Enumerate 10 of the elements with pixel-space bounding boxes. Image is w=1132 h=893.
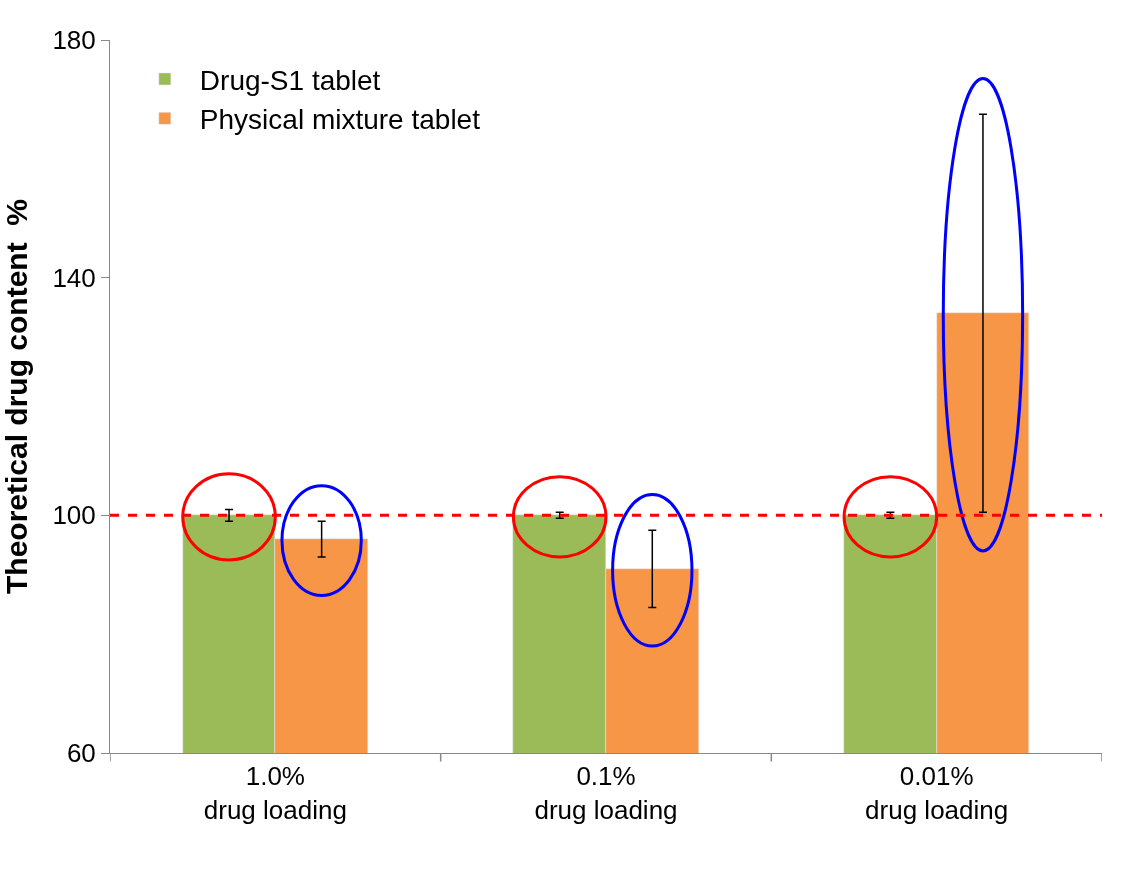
legend-label: Physical mixture tablet [199,104,481,136]
y-tick-label: 180 [52,25,96,56]
x-tick-label: 0.1% drug loading [534,761,678,825]
y-tick-label: 60 [66,738,96,769]
legend-label: Drug-S1 tablet [199,64,381,96]
x-tick-label: 1.0% drug loading [203,761,347,825]
y-axis-title: Theoretical drug content % [0,198,34,595]
y-tick-label: 100 [52,500,96,531]
x-tick-label: 0.01% drug loading [865,761,1009,825]
y-tick-label: 140 [52,262,96,293]
